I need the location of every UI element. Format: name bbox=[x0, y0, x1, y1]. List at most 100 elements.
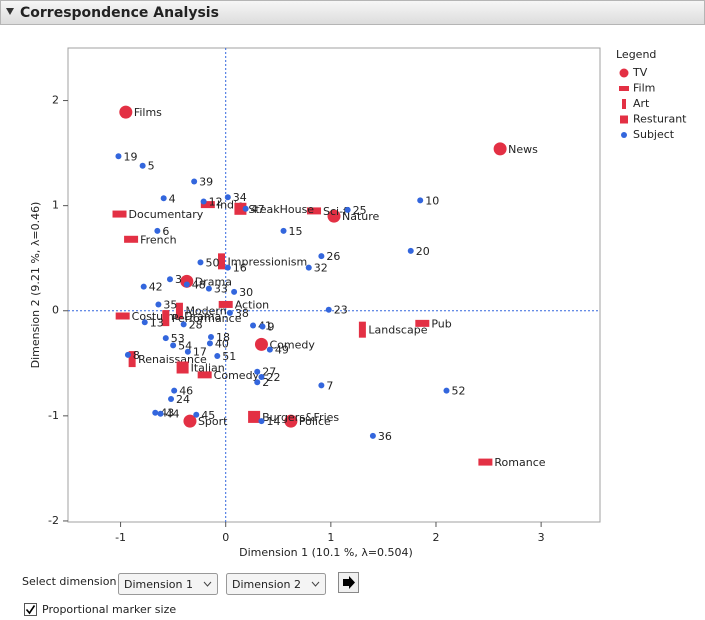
marker bbox=[128, 351, 136, 368]
point-label: 27 bbox=[262, 366, 276, 379]
marker bbox=[119, 105, 133, 119]
point-label: 45 bbox=[201, 409, 215, 422]
point-label: Sci-fi bbox=[323, 205, 350, 218]
disclosure-icon[interactable] bbox=[6, 8, 14, 15]
x-tick-label: 0 bbox=[222, 531, 229, 544]
marker bbox=[226, 309, 233, 316]
x-axis-title: Dimension 1 (10.1 %, λ=0.504) bbox=[239, 546, 413, 559]
point-label: Pub bbox=[431, 317, 451, 330]
point-label: Drama bbox=[195, 275, 232, 288]
point-label: 48 bbox=[192, 278, 206, 291]
point-label: 47 bbox=[251, 203, 265, 216]
legend-label: Film bbox=[633, 82, 655, 95]
point-label: 4 bbox=[169, 192, 176, 205]
marker bbox=[112, 210, 127, 218]
marker bbox=[254, 368, 261, 375]
point-label: 22 bbox=[266, 371, 280, 384]
marker bbox=[318, 382, 325, 389]
marker bbox=[154, 227, 161, 234]
marker bbox=[191, 178, 198, 185]
point-label: 52 bbox=[451, 385, 465, 398]
marker bbox=[415, 319, 430, 327]
marker bbox=[183, 414, 197, 428]
point-label: Documentary bbox=[129, 208, 204, 221]
marker bbox=[258, 418, 265, 425]
point-label: 26 bbox=[326, 250, 340, 263]
marker bbox=[493, 142, 507, 156]
point-label: 15 bbox=[289, 225, 303, 238]
marker bbox=[318, 253, 325, 260]
marker bbox=[139, 162, 146, 169]
marker bbox=[197, 371, 212, 379]
marker bbox=[325, 306, 332, 313]
point-label: Comedy bbox=[269, 338, 315, 351]
marker bbox=[224, 264, 231, 271]
legend-marker bbox=[619, 86, 629, 91]
point-label: Police bbox=[299, 415, 331, 428]
point-label: 23 bbox=[334, 304, 348, 317]
point-label: Romance bbox=[494, 456, 545, 469]
point-label: 36 bbox=[378, 430, 392, 443]
point-label: 12 bbox=[209, 195, 223, 208]
point-label: 8 bbox=[133, 349, 140, 362]
point-label: 5 bbox=[148, 160, 155, 173]
point-label: 38 bbox=[235, 307, 249, 320]
marker bbox=[417, 197, 424, 204]
marker bbox=[369, 432, 376, 439]
marker bbox=[200, 198, 207, 205]
point-label: 6 bbox=[162, 225, 169, 238]
point-label: 17 bbox=[193, 346, 207, 359]
point-label: 46 bbox=[179, 385, 193, 398]
y-tick-label: 0 bbox=[52, 304, 59, 317]
dropdown-arrow bbox=[203, 581, 212, 587]
dropdown[interactable] bbox=[118, 573, 218, 595]
legend-label: Art bbox=[633, 97, 650, 110]
x-tick-label: 3 bbox=[538, 531, 545, 544]
point-label: Renaissance bbox=[138, 353, 207, 366]
point-label: 33 bbox=[214, 283, 228, 296]
marker bbox=[115, 312, 130, 320]
arrow-icon bbox=[343, 576, 355, 589]
marker bbox=[176, 361, 189, 374]
marker bbox=[171, 387, 178, 394]
select-label: Select dimension bbox=[22, 575, 116, 588]
y-tick-label: -2 bbox=[48, 514, 59, 527]
point-label: Italian bbox=[191, 362, 225, 375]
point-label: 20 bbox=[416, 245, 430, 258]
marker bbox=[155, 301, 162, 308]
legend-marker bbox=[621, 132, 627, 138]
point-label: 10 bbox=[425, 194, 439, 207]
legend-marker bbox=[619, 68, 629, 78]
legend-marker bbox=[622, 99, 626, 109]
x-tick-label: 1 bbox=[327, 531, 334, 544]
checkbox-label: Proportional marker size bbox=[42, 603, 176, 616]
header-bar bbox=[0, 0, 705, 25]
point-label: 9 bbox=[268, 321, 275, 334]
marker bbox=[358, 321, 366, 338]
point-label: 42 bbox=[149, 281, 163, 294]
dropdown-label: Dimension 1 bbox=[124, 578, 193, 591]
point-label: 7 bbox=[326, 379, 333, 392]
legend-label: Resturant bbox=[633, 113, 687, 126]
marker bbox=[254, 379, 261, 386]
marker bbox=[205, 285, 212, 292]
point-label: 30 bbox=[239, 286, 253, 299]
point-label: 43 bbox=[160, 407, 174, 420]
marker bbox=[160, 195, 167, 202]
legend-label: Subject bbox=[633, 128, 675, 141]
marker bbox=[478, 458, 493, 466]
marker bbox=[175, 302, 183, 319]
legend-marker bbox=[620, 115, 628, 124]
checkbox[interactable] bbox=[24, 603, 37, 616]
marker bbox=[193, 411, 200, 418]
point-label: 50 bbox=[205, 256, 219, 269]
marker bbox=[254, 337, 268, 351]
marker bbox=[443, 387, 450, 394]
marker bbox=[206, 340, 213, 347]
header-title: Correspondence Analysis bbox=[20, 5, 219, 21]
marker bbox=[200, 201, 215, 209]
dropdown-arrow bbox=[311, 581, 320, 587]
dropdown[interactable] bbox=[226, 573, 326, 595]
point-label: Impressionism bbox=[228, 255, 308, 268]
